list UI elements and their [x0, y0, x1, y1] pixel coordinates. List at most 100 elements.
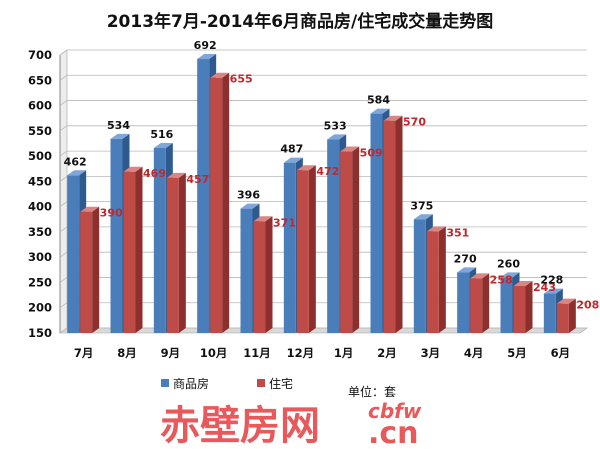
- bar-series-b-6: [340, 146, 360, 333]
- bar-series-a-6-front: [327, 139, 340, 333]
- x-category-label-2: 9月: [161, 346, 181, 360]
- bar-series-b-6-top: [340, 146, 360, 152]
- bar-series-b-1-front: [123, 171, 136, 333]
- bar-series-b-2-front: [166, 177, 179, 333]
- gridline-6: [59, 175, 587, 182]
- x-category-label-6: 1月: [334, 346, 354, 360]
- bar-series-b-7-front: [383, 120, 396, 333]
- data-label-series-a-2: 516: [150, 128, 173, 141]
- bar-series-a-1-top: [110, 133, 130, 139]
- bar-series-a-8-top: [413, 214, 433, 220]
- bar-series-b-9-side: [482, 273, 490, 333]
- y-tick-label-5: 400: [28, 200, 52, 214]
- y-tick-label-2: 250: [28, 275, 52, 289]
- bar-series-a-8-front: [413, 219, 426, 333]
- x-axis-categories: 7月 8月 9月 10月 11月 12月 1月 2月 3月 4月 5月 6月: [74, 346, 570, 360]
- bar-series-b-5: [296, 165, 316, 333]
- bar-series-b-3-top: [210, 72, 230, 78]
- data-label-series-a-4: 396: [237, 189, 260, 202]
- data-label-series-b-0: 390: [100, 207, 123, 220]
- bar-series-b-4-side: [265, 216, 273, 333]
- data-label-series-a-5: 487: [280, 143, 303, 156]
- bar-series-b-5-side: [308, 165, 316, 333]
- bar-series-b-4-front: [253, 221, 266, 333]
- data-label-series-a-6: 533: [324, 119, 347, 132]
- data-label-series-a-1: 534: [107, 119, 130, 132]
- gridline-0: [59, 327, 587, 334]
- bars: [67, 54, 576, 334]
- bar-series-a-10-front: [500, 277, 513, 333]
- bar-series-b-0-front: [80, 211, 93, 333]
- legend-swatch-series-b: [257, 379, 265, 387]
- data-label-series-b-8: 351: [446, 226, 469, 239]
- bar-series-a-11-front: [543, 293, 556, 333]
- bar-series-a-10-top: [500, 272, 520, 278]
- bar-series-a-3-front: [197, 59, 210, 333]
- bar-series-b-2-top: [166, 172, 186, 178]
- watermark-domain: .cn: [368, 416, 419, 449]
- bar-series-b-5-top: [296, 165, 316, 171]
- x-category-label-4: 11月: [243, 346, 271, 360]
- data-label-series-a-8: 375: [410, 199, 433, 212]
- data-label-series-b-3: 655: [230, 73, 253, 86]
- bar-series-b-8: [426, 226, 446, 333]
- bar-series-a-0-front: [67, 175, 80, 333]
- bar-series-b-3: [210, 72, 230, 333]
- data-label-series-b-6: 509: [360, 147, 383, 160]
- bar-series-b-5-front: [296, 170, 309, 333]
- y-tick-label-7: 500: [28, 149, 52, 163]
- bar-series-a-0-top: [67, 170, 87, 176]
- bar-series-b-4: [253, 216, 273, 333]
- x-category-label-1: 8月: [117, 346, 137, 360]
- bar-series-a-1-front: [110, 138, 123, 333]
- bar-series-a-5-front: [283, 162, 296, 333]
- x-category-label-11: 6月: [551, 346, 571, 360]
- legend-swatch-series-a: [161, 379, 169, 387]
- watermark-brand-latin: cbfw: [368, 399, 422, 423]
- data-label-series-b-2: 457: [186, 173, 209, 186]
- data-label-series-a-3: 692: [194, 39, 217, 52]
- bar-series-b-4-top: [253, 216, 273, 222]
- bar-series-b-11-front: [556, 303, 569, 333]
- bar-series-a-4-top: [240, 203, 260, 209]
- bar-series-b-2-side: [178, 172, 186, 333]
- watermark-brand-cn: 赤壁房网: [160, 403, 320, 449]
- bar-series-b-7-top: [383, 115, 403, 121]
- bar-series-a-7-front: [370, 113, 383, 334]
- bar-series-a-9-front: [457, 272, 470, 333]
- bar-series-a-2-top: [153, 143, 173, 149]
- data-label-series-b-9: 258: [490, 273, 513, 286]
- bar-series-a-4-front: [240, 208, 253, 333]
- bar-series-b-3-front: [210, 77, 223, 333]
- bar-series-b-8-front: [426, 231, 439, 333]
- y-tick-label-6: 450: [28, 174, 52, 188]
- bar-series-b-6-front: [340, 151, 353, 333]
- bar-series-b-6-side: [352, 146, 360, 333]
- bar-series-a-3-top: [197, 54, 217, 60]
- data-label-series-a-10: 260: [497, 257, 520, 270]
- gridline-4: [59, 226, 587, 233]
- watermark-logo: 赤壁房网 cbfw .cn: [160, 399, 422, 449]
- data-labels: 462 390 534 469 516 457 692 655 396 371 487 472 533 5…: [64, 39, 600, 312]
- legend: 商品房 住宅 单位：套: [161, 376, 396, 399]
- bar-series-b-10-front: [513, 285, 526, 333]
- bar-series-b-10-top: [513, 280, 533, 286]
- gridline-2: [59, 277, 587, 283]
- bar-series-b-11-side: [568, 298, 576, 333]
- data-label-series-a-11: 228: [540, 274, 563, 287]
- chart-title: 2013年7月-2014年6月商品房/住宅成交量走势图: [107, 11, 494, 32]
- y-tick-label-9: 600: [28, 99, 52, 113]
- bar-series-b-11: [556, 298, 576, 333]
- bar-series-b-1-top: [123, 166, 143, 172]
- gridlines: [59, 49, 587, 334]
- gridline-9: [59, 100, 587, 106]
- side-wall: [59, 49, 68, 334]
- y-tick-label-3: 300: [28, 250, 52, 264]
- bar-series-a-11-top: [543, 288, 563, 294]
- bar-series-a-9-top: [457, 267, 477, 273]
- x-category-label-8: 3月: [421, 346, 441, 360]
- x-category-label-9: 4月: [464, 346, 484, 360]
- bar-series-b-9-front: [470, 278, 483, 333]
